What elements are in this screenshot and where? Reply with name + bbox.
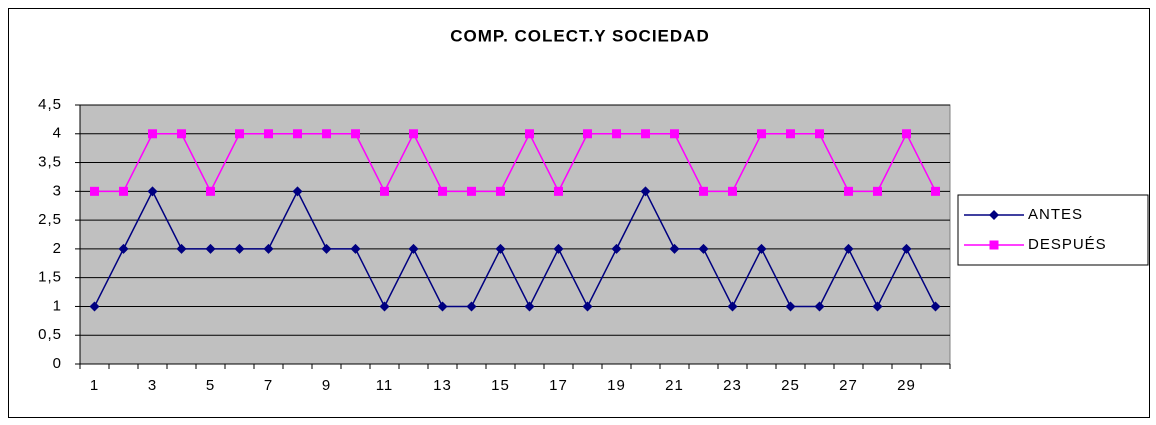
data-point [148,129,157,139]
legend-marker [989,240,999,250]
data-point [670,129,679,139]
data-point [641,129,650,139]
data-point [206,186,215,196]
data-point [728,186,737,196]
x-tick-label: 27 [839,377,858,394]
chart-title: COMP. COLECT.Y SOCIEDAD [450,26,709,45]
data-point [205,243,216,254]
data-point [611,243,622,254]
x-tick-label: 17 [549,377,568,394]
y-tick-label: 3 [53,182,62,199]
data-point [931,186,940,196]
data-point [89,301,100,312]
data-point [873,186,882,196]
data-point [176,243,187,254]
data-point [496,186,505,196]
plot-area [79,104,951,365]
data-point [524,301,535,312]
data-point [699,186,708,196]
data-point [322,129,331,139]
data-point [235,129,244,139]
data-point [264,129,273,139]
legend-label: ANTES [1028,206,1083,223]
y-tick-label: 0 [53,355,62,372]
y-tick-label: 3,5 [38,154,62,171]
data-point [90,186,99,196]
data-point [380,186,389,196]
data-point [438,186,447,196]
x-tick-label: 23 [723,377,742,394]
x-tick-label: 29 [897,377,916,394]
data-point [263,243,274,254]
x-tick-label: 1 [90,377,99,394]
y-tick-label: 0,5 [38,326,62,343]
data-point [321,243,332,254]
y-tick-label: 1 [53,297,62,314]
x-tick-label: 15 [491,377,510,394]
data-point [844,186,853,196]
data-point [350,243,361,254]
x-tick-label: 25 [781,377,800,394]
data-point [786,129,795,139]
data-point [293,129,302,139]
legend-label: DESPUÉS [1028,236,1107,253]
data-point [408,243,419,254]
data-point [757,129,766,139]
data-point [119,186,128,196]
x-tick-label: 3 [148,377,157,394]
data-point [872,301,883,312]
data-point [437,301,448,312]
y-tick-label: 1,5 [38,269,62,286]
data-point [409,129,418,139]
data-point [901,243,912,254]
data-point [727,301,738,312]
data-point [612,129,621,139]
data-point [843,243,854,254]
series-line [94,132,937,193]
data-point [582,301,593,312]
data-point [553,243,564,254]
data-point [902,129,911,139]
data-point [495,243,506,254]
data-point [234,243,245,254]
y-tick-label: 4 [53,125,62,142]
data-point [756,243,767,254]
x-tick-label: 21 [665,377,684,394]
x-tick-label: 9 [322,377,331,394]
y-tick-label: 2 [53,240,62,257]
data-point [815,129,824,139]
data-point [118,243,129,254]
data-point [379,301,390,312]
x-tick-label: 11 [376,377,394,394]
data-point [640,186,651,197]
x-tick-label: 7 [264,377,273,394]
data-point [351,129,360,139]
data-point [177,129,186,139]
data-point [669,243,680,254]
data-point [554,186,563,196]
data-point [698,243,709,254]
data-point [147,186,158,197]
data-point [930,301,941,312]
data-point [525,129,534,139]
data-point [583,129,592,139]
data-point [785,301,796,312]
x-tick-label: 5 [206,377,215,394]
y-tick-label: 2,5 [38,211,62,228]
data-point [467,186,476,196]
data-point [466,301,477,312]
x-tick-label: 13 [433,377,452,394]
x-tick-label: 19 [607,377,626,394]
legend-box [957,194,1149,266]
data-point [814,301,825,312]
legend-marker [989,210,999,220]
data-point [292,186,303,197]
y-tick-label: 4,5 [38,96,62,113]
